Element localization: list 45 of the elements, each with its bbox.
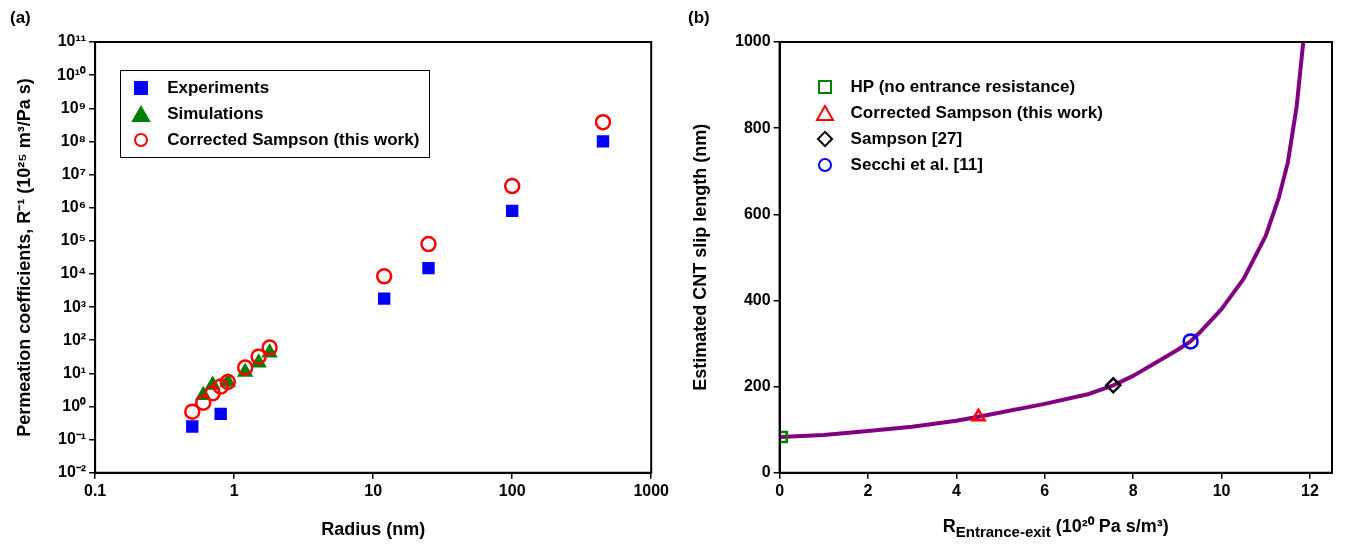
x-tick-label: 10 xyxy=(364,481,383,499)
y-tick-label: 10¹ xyxy=(63,363,87,381)
legend-label: Sampson [27] xyxy=(850,128,963,150)
y-tick-label: 200 xyxy=(743,377,771,395)
y-tick-label: 10⁻² xyxy=(58,463,87,481)
y-tick-label: 10³ xyxy=(63,297,87,315)
y-tick-label: 10⁻¹ xyxy=(58,430,87,448)
y-tick-label: 0 xyxy=(761,463,771,481)
x-tick-label: 0.1 xyxy=(84,481,107,499)
y-tick-label: 10⁸ xyxy=(60,131,87,149)
y-tick-label: 400 xyxy=(743,290,771,308)
x-tick-label: 100 xyxy=(498,481,526,499)
y-tick-label: 10⁰ xyxy=(62,396,87,414)
y-tick-label: 10² xyxy=(63,330,87,348)
chart-title: (a) xyxy=(10,8,31,28)
legend-label: Experiments xyxy=(167,77,270,99)
legend-label: Secchi et al. [11] xyxy=(850,154,983,176)
y-tick-label: 10⁶ xyxy=(60,198,87,216)
x-axis-title: Radius (nm) xyxy=(320,519,427,540)
y-tick-label: 10⁴ xyxy=(60,264,87,282)
x-tick-label: 6 xyxy=(1040,481,1050,499)
x-tick-label: 1 xyxy=(229,481,239,499)
y-tick-label: 1000 xyxy=(735,32,771,50)
x-tick-label: 0 xyxy=(775,481,785,499)
y-tick-label: 10⁷ xyxy=(61,164,87,182)
legend-label: Corrected Sampson (this work) xyxy=(850,102,1103,124)
x-axis-title: R$_{Entrance-exit}$ (10²⁰ Pa s/m³) xyxy=(941,515,1170,540)
y-tick-label: 600 xyxy=(743,204,771,222)
x-tick-label: 8 xyxy=(1128,481,1138,499)
legend-label: Corrected Sampson (this work) xyxy=(167,129,420,151)
y-axis-title: Permeation coefficients, R⁻¹ (10²⁵ m³/Pa s) xyxy=(13,77,35,439)
y-tick-label: 10⁹ xyxy=(60,98,87,116)
x-tick-label: 4 xyxy=(951,481,961,499)
x-tick-label: 2 xyxy=(863,481,873,499)
y-tick-label: 10¹⁰ xyxy=(57,65,87,83)
legend-label: HP (no entrance resistance) xyxy=(850,76,1076,98)
y-tick-label: 800 xyxy=(743,118,771,136)
legend-label: Simulations xyxy=(167,103,264,125)
chart-title: (b) xyxy=(688,8,710,28)
x-tick-label: 12 xyxy=(1301,481,1319,499)
y-axis-title: Estimated CNT slip length (nm) xyxy=(690,122,711,393)
y-tick-label: 10⁵ xyxy=(60,231,87,249)
x-tick-label: 10 xyxy=(1212,481,1231,499)
x-tick-label: 1000 xyxy=(633,481,670,499)
y-tick-label: 10¹¹ xyxy=(57,32,87,50)
